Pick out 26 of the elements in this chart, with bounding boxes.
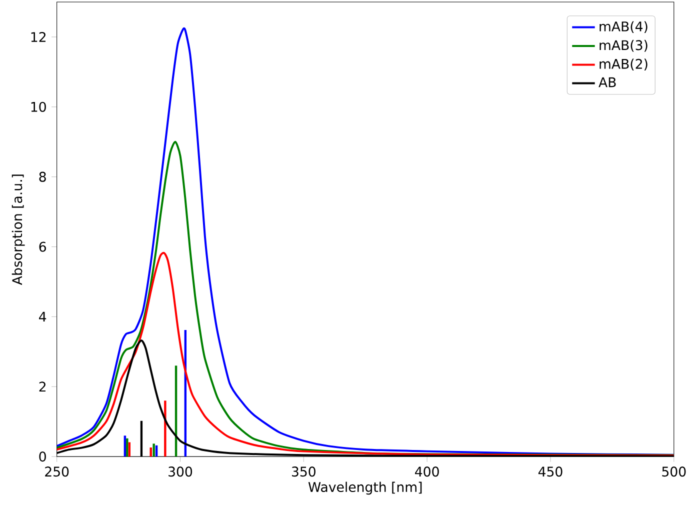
legend-label: mAB(4): [600, 21, 648, 33]
x-tick-label: 300: [168, 466, 192, 476]
bar: [152, 443, 155, 456]
x-tick-label: 500: [662, 466, 686, 476]
x-tick-label: 250: [45, 466, 69, 476]
x-tick-label: 450: [538, 466, 562, 476]
line-series: [56, 252, 674, 456]
legend-label: AB: [598, 77, 616, 87]
y-tick-label: 8: [39, 172, 46, 182]
y-tick-label: 6: [39, 242, 46, 252]
legend-label: mAB(2): [600, 58, 648, 70]
y-tick-label: 0: [39, 451, 46, 462]
bar: [164, 400, 166, 456]
y-tick-label: 2: [39, 381, 46, 392]
bar: [126, 438, 128, 456]
y-axis-title: Absorption [a.u.]: [12, 174, 25, 285]
x-tick-label: 400: [415, 466, 439, 476]
y-tick-label: 4: [39, 312, 46, 322]
bar: [128, 442, 131, 456]
legend-label: mAB(3): [600, 40, 648, 52]
x-axis-title: Wavelength [nm]: [308, 482, 422, 494]
y-tick-label: 10: [31, 102, 46, 112]
y-tick-label: 12: [31, 32, 46, 42]
x-tick-label: 350: [292, 466, 316, 476]
bar: [124, 435, 126, 456]
line-series: [56, 140, 674, 456]
